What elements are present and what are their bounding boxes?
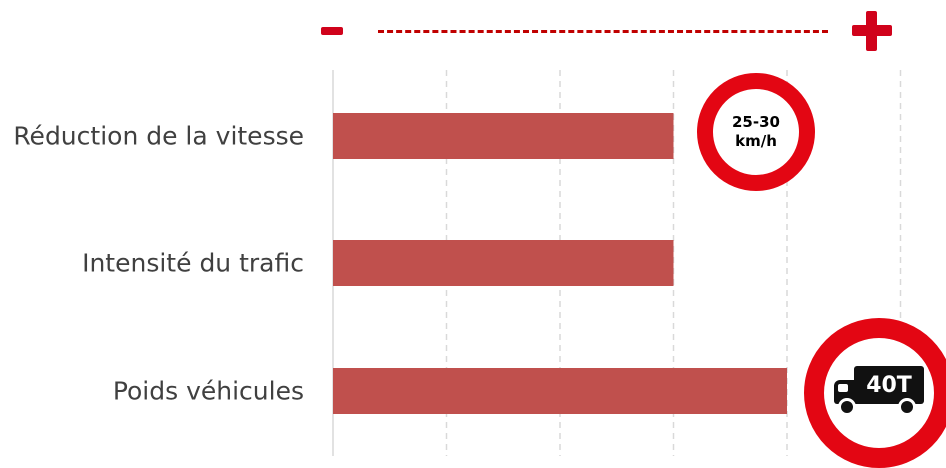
scale-dashed-line — [378, 30, 828, 33]
speed-limit-sign-icon: 25-30 km/h — [697, 73, 815, 191]
category-label: Intensité du trafic — [82, 248, 304, 278]
speed-limit-value: 25-30 — [732, 113, 780, 131]
speed-limit-unit: km/h — [735, 132, 777, 150]
weight-limit-value: 40T — [866, 372, 912, 398]
weight-limit-sign-icon: 40T — [804, 318, 946, 468]
category-label: Poids véhicules — [112, 376, 304, 406]
category-label: Réduction de la vitesse — [13, 121, 304, 151]
truck-icon: 40T — [832, 360, 926, 416]
impact-bar-chart — [332, 70, 902, 456]
bar — [333, 113, 674, 159]
scale-minus-sign — [321, 27, 343, 35]
bar — [333, 240, 674, 286]
bar — [333, 368, 787, 414]
